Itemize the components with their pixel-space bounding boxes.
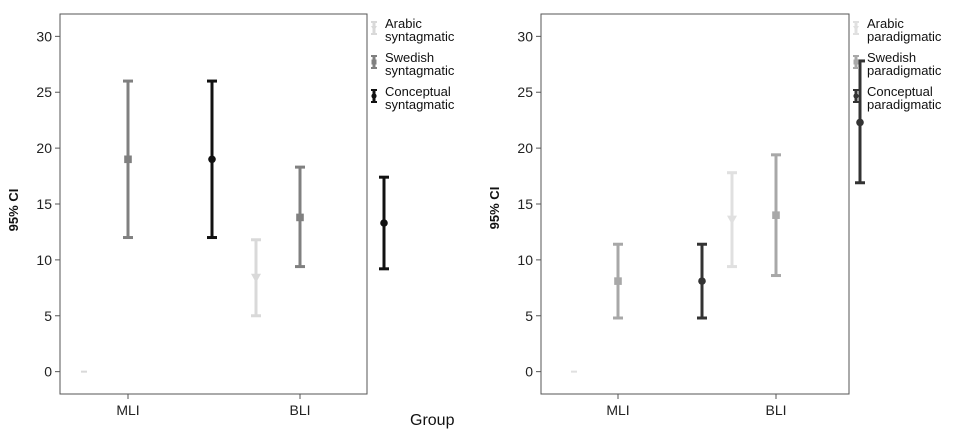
y-axis-label: 95% CI [6, 189, 21, 232]
mean-marker-triangle [727, 215, 737, 225]
legend-label: paradigmatic [867, 63, 942, 78]
y-tick-label: 20 [517, 140, 533, 156]
legend-marker [853, 93, 859, 99]
mean-marker-square [124, 155, 132, 164]
legend-marker [371, 59, 377, 65]
plot-frame [540, 13, 850, 395]
y-tick-label: 25 [517, 84, 533, 100]
x-tick-label: BLI [765, 402, 786, 418]
y-tick-label: 30 [517, 28, 533, 44]
mean-marker-triangle [251, 273, 261, 283]
y-tick-label: 10 [517, 252, 533, 268]
legend-label: Swedish [385, 50, 434, 65]
mean-marker-circle [856, 118, 864, 127]
mean-marker-square [614, 277, 622, 285]
legend-marker [853, 26, 859, 31]
legend-label: syntagmatic [385, 97, 455, 112]
y-tick-label: 20 [36, 140, 52, 156]
legend-label: Arabic [867, 16, 904, 31]
legend-label: paradigmatic [867, 97, 942, 112]
y-tick-label: 30 [36, 28, 52, 44]
y-tick-label: 25 [36, 84, 52, 100]
shared-x-axis-label: Group [410, 412, 455, 429]
y-tick-label: 0 [525, 364, 533, 380]
legend-label: Swedish [867, 50, 916, 65]
legend-marker [853, 59, 859, 65]
legend-label: Arabic [385, 16, 422, 31]
mean-marker-circle [380, 219, 388, 227]
y-tick-label: 15 [36, 196, 52, 212]
mean-marker-square [772, 211, 780, 219]
legend-marker [371, 26, 377, 31]
x-tick-label: MLI [606, 402, 629, 418]
legend-marker [371, 93, 377, 99]
legend-label: syntagmatic [385, 29, 455, 44]
legend-label: Conceptual [385, 84, 451, 99]
mean-marker-square [296, 213, 304, 222]
y-axis-label: 95% CI [487, 187, 502, 230]
y-tick-label: 10 [36, 252, 52, 268]
legend-label: Conceptual [867, 84, 933, 99]
legend-label: syntagmatic [385, 63, 455, 78]
y-tick-label: 0 [44, 364, 52, 380]
x-tick-label: MLI [116, 402, 139, 418]
mean-marker-circle [208, 155, 216, 164]
y-tick-label: 5 [525, 308, 533, 324]
legend-label: paradigmatic [867, 29, 942, 44]
x-tick-label: BLI [289, 402, 310, 418]
mean-marker-circle [698, 277, 706, 285]
y-tick-label: 15 [517, 196, 533, 212]
y-tick-label: 5 [44, 308, 52, 324]
